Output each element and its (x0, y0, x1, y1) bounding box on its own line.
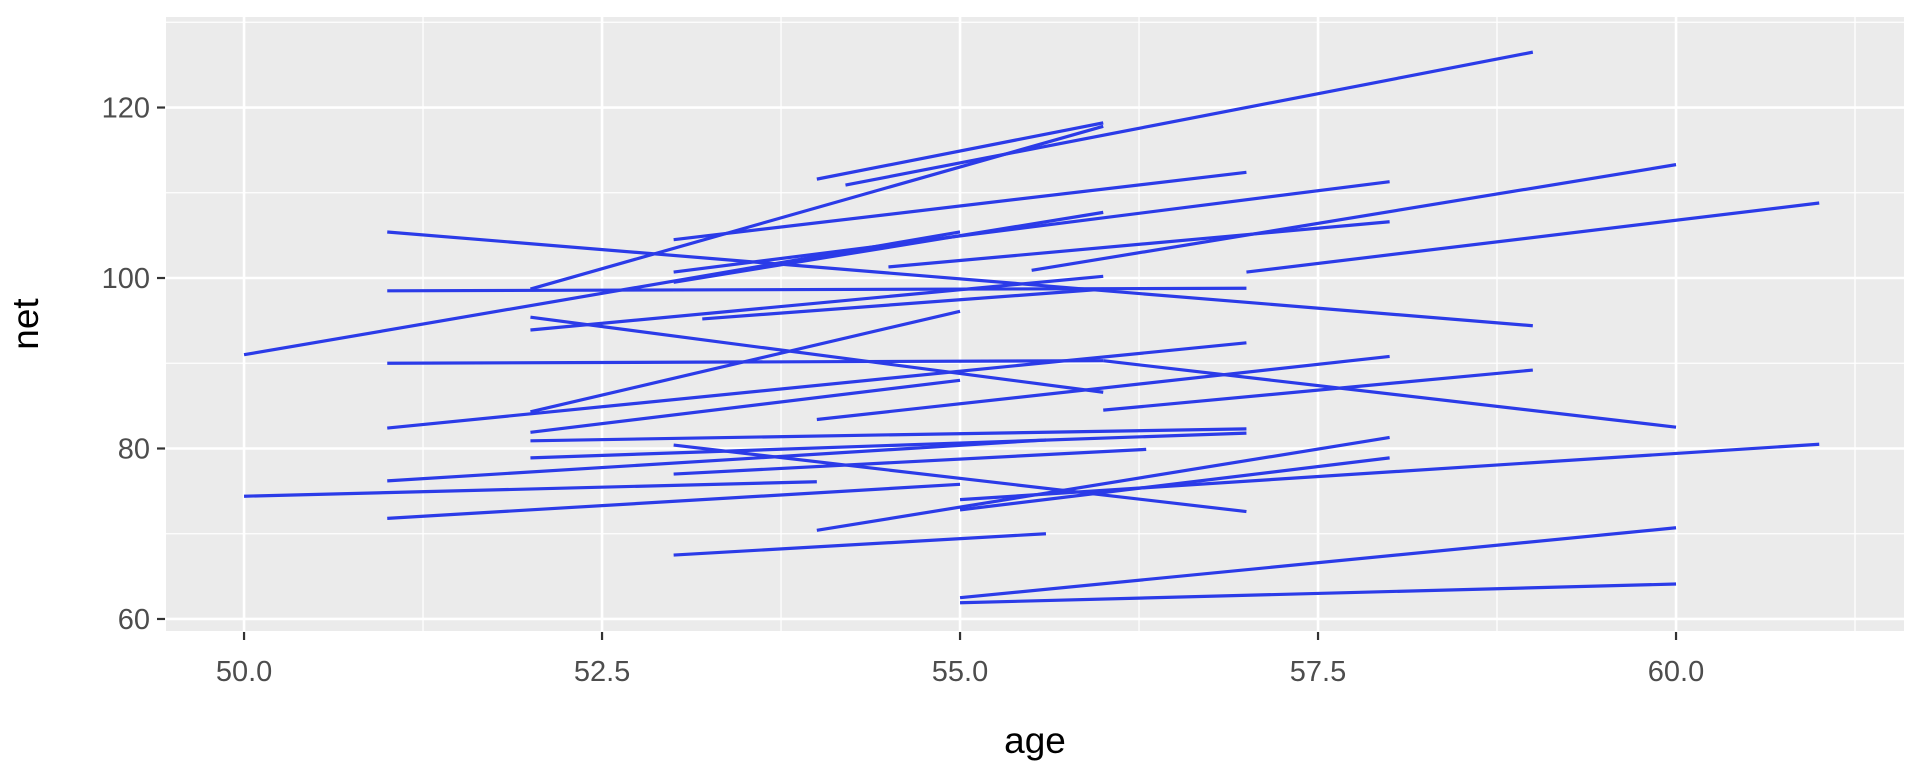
x-tick-label: 50.0 (216, 656, 272, 688)
line-segment (1031, 163, 1677, 272)
line-segment (530, 274, 1104, 332)
line-segment (244, 480, 817, 498)
x-axis-tick-labels: 50.0 52.5 55.0 57.5 60.0 (216, 656, 1704, 688)
line-segment (959, 582, 1677, 605)
data-line-segments (243, 50, 1820, 605)
y-tick-label: 80 (118, 433, 150, 465)
line-segment (702, 287, 1104, 321)
line-segment (816, 121, 1104, 181)
line-segment (1103, 359, 1677, 429)
line-segment (1246, 201, 1820, 274)
line-segment (387, 341, 1247, 430)
line-segment (673, 170, 1247, 242)
line-segment (387, 482, 961, 520)
y-tick-label: 60 (118, 604, 150, 636)
line-segment (959, 442, 1820, 502)
line-segment (888, 220, 1390, 269)
line-segment (243, 230, 961, 357)
line-segment (530, 315, 1104, 394)
line-segment (530, 309, 961, 414)
x-axis-tick-marks (242, 632, 1678, 640)
y-tick-label: 120 (102, 93, 150, 125)
line-segment (673, 180, 1390, 274)
line-segment (387, 230, 1533, 328)
line-segment (816, 354, 1390, 422)
plot-panel (166, 17, 1904, 631)
line-segment (845, 50, 1534, 187)
line-segment (673, 210, 1104, 284)
x-tick-label: 55.0 (932, 656, 988, 688)
line-segment (387, 286, 1247, 293)
line-segment (673, 447, 1147, 476)
line-segment (1103, 368, 1533, 412)
y-axis-tick-marks (157, 106, 165, 621)
line-segment (673, 443, 1247, 514)
x-tick-label: 57.5 (1290, 656, 1346, 688)
line-segment (387, 438, 1047, 483)
y-tick-label: 100 (102, 263, 150, 295)
line-segment (959, 456, 1390, 512)
line-segment (530, 431, 1247, 460)
line-segment (959, 526, 1677, 600)
line-segment (530, 378, 961, 434)
x-tick-label: 60.0 (1648, 656, 1704, 688)
line-segment (530, 427, 1247, 443)
y-axis-tick-labels: 60 80 100 120 (102, 93, 150, 636)
y-axis-title: net (5, 298, 46, 350)
line-segment (673, 532, 1047, 557)
x-tick-label: 52.5 (574, 656, 630, 688)
line-segment (816, 435, 1390, 532)
x-axis-title: age (1004, 720, 1066, 761)
